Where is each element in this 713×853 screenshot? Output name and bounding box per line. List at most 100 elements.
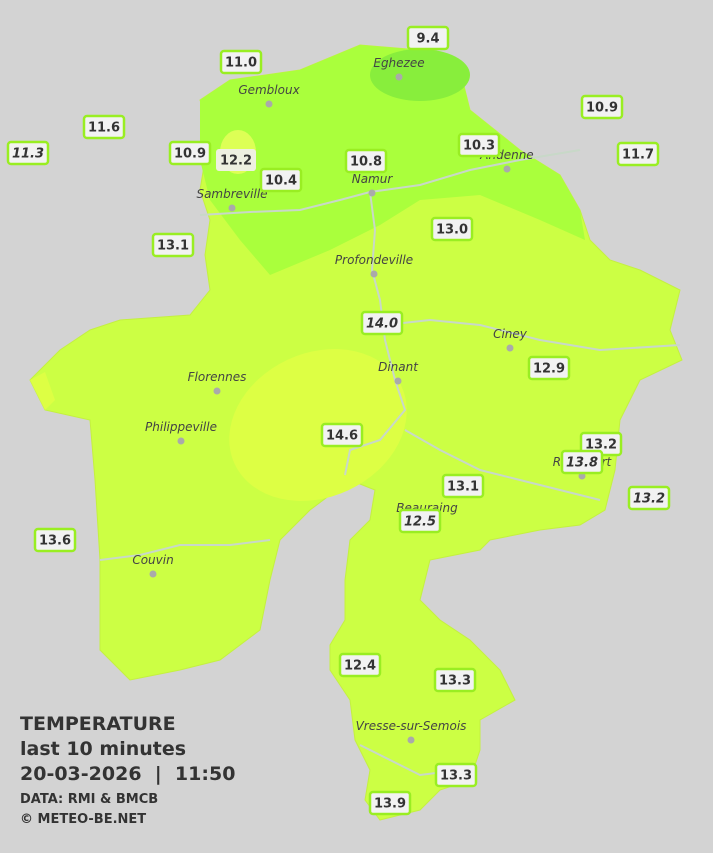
- station: 13.6: [33, 527, 77, 553]
- station-value: 13.3: [440, 769, 472, 784]
- river: [344, 191, 407, 476]
- city-label: Ciney: [493, 327, 528, 341]
- station-value: 12.5: [404, 515, 436, 530]
- station-box: [320, 422, 364, 448]
- station-value: 13.2: [633, 492, 665, 507]
- legend-subtitle: last 10 minutes: [20, 738, 186, 760]
- station-value: 10.8: [350, 155, 382, 170]
- station-box: [82, 114, 126, 140]
- station-box: [434, 762, 478, 788]
- station-value: 11.7: [622, 148, 654, 163]
- station-box: [433, 667, 477, 693]
- city-label: Namur: [352, 172, 394, 186]
- station-value: 10.9: [174, 147, 206, 162]
- station: 11.0: [219, 49, 263, 75]
- station: 10.9: [168, 140, 212, 166]
- city-label: Eghezee: [373, 56, 424, 70]
- station: 14.0: [360, 310, 404, 336]
- station: 12.4: [338, 652, 382, 678]
- city-dot: [368, 189, 376, 197]
- station-box: [430, 216, 474, 242]
- station: 11.7: [616, 141, 660, 167]
- city-label: Sambreville: [196, 187, 267, 201]
- station: 13.3: [433, 667, 477, 693]
- station-box: [33, 527, 77, 553]
- station-value: 13.8: [566, 456, 598, 471]
- station-value: 13.9: [374, 797, 406, 812]
- legend-source: DATA: RMI & BMCB: [20, 792, 158, 807]
- legend: TEMPERATURE last 10 minutes 20-03-2026 |…: [20, 713, 235, 827]
- city-label: Couvin: [132, 553, 173, 567]
- station: 13.3: [434, 762, 478, 788]
- station-value: 12.4: [344, 659, 376, 674]
- city-dot: [506, 344, 514, 352]
- station-box: [216, 149, 256, 171]
- station-box: [344, 148, 388, 174]
- station: 12.9: [527, 355, 571, 381]
- station: 10.8: [344, 148, 388, 174]
- river: [404, 429, 601, 501]
- zone-dark-green: [370, 49, 470, 101]
- station-box: [219, 49, 263, 75]
- station-value: 9.4: [416, 32, 439, 47]
- station: 13.1: [151, 232, 195, 258]
- station-value: 13.1: [447, 480, 479, 495]
- station-value: 10.3: [463, 139, 495, 154]
- station: 14.6: [320, 422, 364, 448]
- city-label: Philippeville: [145, 420, 217, 434]
- station: 10.4: [259, 167, 303, 193]
- zone-green: [200, 45, 585, 275]
- station-box: [560, 449, 604, 475]
- station: 11.3: [6, 140, 50, 166]
- station: 11.6: [82, 114, 126, 140]
- city-dot: [370, 270, 378, 278]
- station-value: 14.0: [366, 317, 398, 332]
- station-box: [368, 790, 412, 816]
- station-box: [151, 232, 195, 258]
- station-value: 11.6: [88, 121, 120, 136]
- station-box: [6, 140, 50, 166]
- legend-title: TEMPERATURE: [20, 713, 176, 735]
- station-box: [406, 25, 450, 51]
- city-label: Florennes: [188, 370, 247, 384]
- station: 13.1: [441, 473, 485, 499]
- city-dot: [394, 377, 402, 385]
- station-box: [259, 167, 303, 193]
- station-box: [616, 141, 660, 167]
- station: 13.0: [430, 216, 474, 242]
- station: 13.2: [627, 485, 671, 511]
- city-dot: [228, 204, 236, 212]
- station: 13.9: [368, 790, 412, 816]
- station-value: 13.6: [39, 534, 71, 549]
- river: [99, 539, 271, 561]
- station-box: [441, 473, 485, 499]
- zone-west: [30, 372, 55, 410]
- legend-datetime: 20-03-2026 | 11:50: [20, 763, 235, 785]
- station-value: 13.2: [585, 438, 617, 453]
- city-dot: [407, 736, 415, 744]
- city-label: Vresse-sur-Semois: [356, 719, 467, 733]
- city-dot: [177, 437, 185, 445]
- station-value: 12.2: [220, 154, 252, 169]
- station: 10.3: [457, 132, 501, 158]
- city-dot: [395, 73, 403, 81]
- station: 12.5: [398, 508, 442, 534]
- station-box: [338, 652, 382, 678]
- station-box: [360, 310, 404, 336]
- station-value: 10.9: [586, 101, 618, 116]
- station: 13.8: [560, 449, 604, 475]
- stations: 9.4 11.0 11.6 11.3 10.9 12.2 10.4 10.8 10.3 10.9 1…: [6, 25, 671, 816]
- station-value: 13.1: [157, 239, 189, 254]
- city-dot: [265, 100, 273, 108]
- station-box: [580, 94, 624, 120]
- zone-yellow: [229, 349, 407, 501]
- city-dot: [503, 165, 511, 173]
- station: 9.4: [406, 25, 450, 51]
- station: 10.9: [580, 94, 624, 120]
- station-value: 11.0: [225, 56, 257, 71]
- river: [384, 318, 681, 352]
- station-value: 11.3: [12, 147, 44, 162]
- station-box: [457, 132, 501, 158]
- city-label: Gembloux: [238, 83, 300, 97]
